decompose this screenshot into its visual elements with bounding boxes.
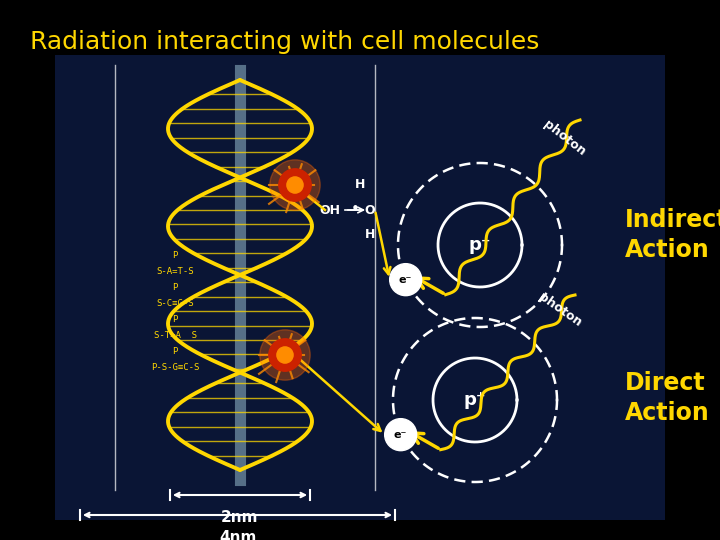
Text: photon: photon [541,118,588,158]
Text: p⁺: p⁺ [464,391,486,409]
Text: e⁻: e⁻ [394,430,408,440]
Text: P-S-G≡C-S: P-S-G≡C-S [150,362,199,372]
Bar [55,55,665,520]
Circle shape [277,347,293,363]
Circle shape [269,339,301,371]
Text: H: H [355,179,365,192]
Text: S-T=A  S: S-T=A S [153,330,197,340]
Text: OH: OH [320,204,341,217]
Text: Radiation interacting with cell molecules: Radiation interacting with cell molecule… [30,30,539,54]
Text: p⁺: p⁺ [469,236,491,254]
Text: S-C≡G-S: S-C≡G-S [156,299,194,307]
Circle shape [260,330,310,380]
Text: •: • [351,202,359,218]
Text: P: P [172,314,178,323]
Text: 4nm: 4nm [219,530,256,540]
Text: O: O [365,204,375,217]
Text: H: H [365,228,375,241]
Text: Direct
Action: Direct Action [625,371,710,425]
Text: P: P [172,251,178,260]
Text: S-A=T-S: S-A=T-S [156,267,194,275]
Text: e⁻: e⁻ [399,275,413,285]
Circle shape [384,418,417,451]
Circle shape [287,177,303,193]
Text: P: P [172,282,178,292]
Text: Indirect
Action: Indirect Action [625,208,720,262]
Text: P: P [172,347,178,355]
Circle shape [390,264,422,296]
Circle shape [279,169,311,201]
Text: photon: photon [536,291,584,329]
Circle shape [270,160,320,210]
Text: 2nm: 2nm [221,510,258,525]
